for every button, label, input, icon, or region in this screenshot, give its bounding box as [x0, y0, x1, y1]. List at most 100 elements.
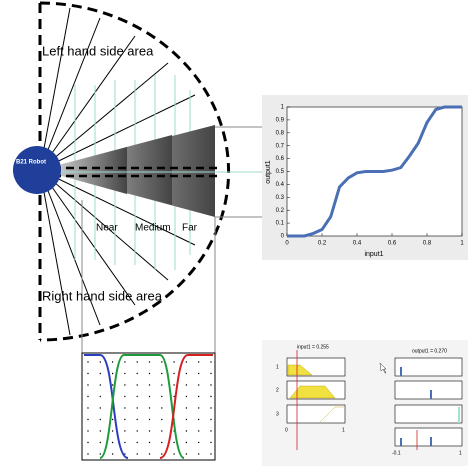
grid-dot [210, 430, 211, 431]
grid-dot [124, 361, 125, 362]
y-tick-label: 0.3 [276, 195, 285, 201]
grid-dot [112, 373, 113, 374]
grid-dot [210, 419, 211, 420]
left-area-label: Left hand side area [42, 43, 154, 58]
grid-dot [161, 442, 162, 443]
grid-dot [149, 361, 150, 362]
y-axis-label: output1 [265, 160, 272, 183]
grid-dot [100, 373, 101, 374]
grid-dot [173, 453, 174, 454]
grid-dot [210, 373, 211, 374]
zone-label: Near [96, 223, 118, 234]
grid-dot [124, 396, 125, 397]
rule-number: 2 [276, 387, 279, 393]
grid-dot [100, 442, 101, 443]
input-tick: 0 [285, 427, 288, 433]
grid-dot [186, 396, 187, 397]
grid-dot [210, 384, 211, 385]
grid-dot [87, 396, 88, 397]
grid-dot [100, 361, 101, 362]
grid-dot [198, 442, 199, 443]
input-tick: 1 [342, 427, 345, 433]
y-tick-label: 0.2 [276, 208, 285, 214]
grid-dot [124, 407, 125, 408]
grid-dot [161, 453, 162, 454]
grid-dot [124, 442, 125, 443]
grid-dot [137, 384, 138, 385]
grid-dot [112, 361, 113, 362]
grid-dot [137, 419, 138, 420]
grid-dot [87, 430, 88, 431]
grid-dot [124, 384, 125, 385]
x-tick-label: 0.2 [318, 241, 327, 247]
grid-dot [87, 442, 88, 443]
grid-dot [186, 419, 187, 420]
grid-dot [173, 361, 174, 362]
grid-dot [112, 384, 113, 385]
grid-dot [87, 384, 88, 385]
output-tick: 1 [459, 450, 462, 456]
grid-dot [210, 407, 211, 408]
grid-dot [210, 361, 211, 362]
grid-dot [137, 407, 138, 408]
grid-dot [198, 419, 199, 420]
grid-dot [161, 373, 162, 374]
grid-dot [198, 430, 199, 431]
grid-dot [137, 373, 138, 374]
grid-dot [100, 396, 101, 397]
grid-dot [87, 373, 88, 374]
grid-dot [149, 384, 150, 385]
grid-dot [137, 430, 138, 431]
rule-number: 1 [276, 364, 279, 370]
grid-dot [210, 396, 211, 397]
grid-dot [161, 361, 162, 362]
grid-dot [186, 442, 187, 443]
page: B21 Robot Left hand side area Right hand… [0, 0, 468, 469]
grid-dot [149, 419, 150, 420]
grid-dot [186, 361, 187, 362]
grid-dot [112, 442, 113, 443]
grid-dot [100, 407, 101, 408]
x-axis-label: input1 [364, 251, 383, 258]
grid-dot [161, 430, 162, 431]
y-tick-label: 0.8 [276, 130, 285, 136]
grid-dot [161, 384, 162, 385]
y-tick-label: 0.5 [276, 169, 285, 175]
zone-label: Medium [135, 223, 171, 234]
grid-dot [112, 430, 113, 431]
rule-number: 3 [276, 411, 279, 417]
y-tick-label: 0.9 [276, 117, 285, 123]
grid-dot [112, 453, 113, 454]
x-tick-label: 0.4 [353, 241, 362, 247]
grid-dot [100, 384, 101, 385]
grid-dot [149, 373, 150, 374]
output-label: output1 = 0.270 [412, 348, 447, 354]
membership-plot [82, 353, 215, 460]
grid-dot [161, 396, 162, 397]
grid-dot [198, 361, 199, 362]
output-tick: -0.1 [392, 450, 401, 456]
grid-dot [173, 384, 174, 385]
rule-viewer [262, 340, 468, 466]
grid-dot [198, 407, 199, 408]
grid-dot [149, 453, 150, 454]
x-tick-label: 0.8 [423, 241, 432, 247]
grid-dot [149, 442, 150, 443]
grid-dot [100, 453, 101, 454]
grid-dot [149, 407, 150, 408]
grid-dot [100, 419, 101, 420]
grid-dot [186, 407, 187, 408]
grid-dot [112, 419, 113, 420]
grid-dot [124, 430, 125, 431]
grid-dot [137, 361, 138, 362]
y-tick-label: 0.4 [276, 182, 285, 188]
input-label: input1 = 0.255 [297, 344, 329, 350]
right-area-label: Right hand side area [42, 288, 163, 303]
zone-label: Far [182, 223, 198, 234]
grid-dot [137, 396, 138, 397]
grid-dot [124, 373, 125, 374]
y-tick-label: 0.7 [276, 143, 285, 149]
grid-dot [87, 361, 88, 362]
grid-dot [198, 384, 199, 385]
grid-dot [186, 453, 187, 454]
